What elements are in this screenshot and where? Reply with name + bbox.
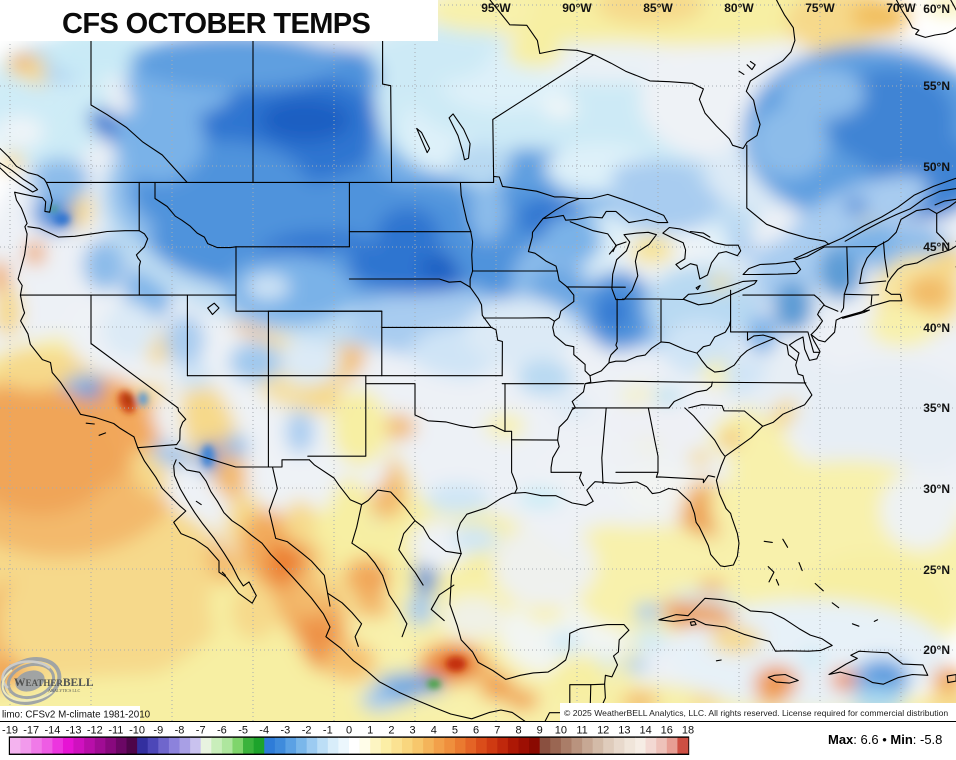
svg-text:55°N: 55°N <box>923 79 950 93</box>
svg-text:-10: -10 <box>129 725 145 737</box>
svg-text:3: 3 <box>410 725 416 737</box>
svg-text:-4: -4 <box>259 725 269 737</box>
svg-text:-11: -11 <box>108 725 123 737</box>
svg-text:WEATHERBELL: WEATHERBELL <box>14 677 94 689</box>
svg-text:-13: -13 <box>66 725 82 737</box>
svg-text:30°N: 30°N <box>923 482 950 496</box>
svg-text:75°W: 75°W <box>805 1 835 15</box>
svg-text:ANALYTICS LLC: ANALYTICS LLC <box>48 688 80 693</box>
svg-text:5: 5 <box>452 725 458 737</box>
svg-text:8: 8 <box>515 725 521 737</box>
svg-text:70°W: 70°W <box>886 1 916 15</box>
svg-text:2: 2 <box>388 725 394 737</box>
svg-text:-14: -14 <box>44 725 60 737</box>
svg-text:-7: -7 <box>196 725 206 737</box>
svg-text:7: 7 <box>494 725 500 737</box>
svg-text:6: 6 <box>473 725 479 737</box>
svg-text:11: 11 <box>576 725 587 737</box>
svg-text:-12: -12 <box>87 725 103 737</box>
svg-text:60°N: 60°N <box>923 2 950 16</box>
svg-text:-2: -2 <box>302 725 312 737</box>
svg-text:-1: -1 <box>323 725 333 737</box>
svg-text:0: 0 <box>346 725 352 737</box>
svg-text:50°N: 50°N <box>923 160 950 174</box>
svg-text:9: 9 <box>537 725 543 737</box>
svg-text:45°N: 45°N <box>923 240 950 254</box>
svg-text:-6: -6 <box>217 725 227 737</box>
svg-text:-8: -8 <box>175 725 185 737</box>
svg-text:-17: -17 <box>23 725 39 737</box>
svg-text:Max: 6.6 • Min: -5.8: Max: 6.6 • Min: -5.8 <box>828 732 942 747</box>
svg-text:-5: -5 <box>238 725 248 737</box>
svg-text:90°W: 90°W <box>562 1 592 15</box>
svg-text:1: 1 <box>367 725 373 737</box>
svg-text:10: 10 <box>555 725 567 737</box>
svg-text:limo: CFSv2 M-climate 1981-201: limo: CFSv2 M-climate 1981-2010 <box>2 710 151 721</box>
svg-text:18: 18 <box>682 725 694 737</box>
svg-text:25°N: 25°N <box>923 563 950 577</box>
svg-text:40°N: 40°N <box>923 321 950 335</box>
svg-text:-3: -3 <box>281 725 291 737</box>
svg-text:35°N: 35°N <box>923 401 950 415</box>
svg-text:-19: -19 <box>2 725 18 737</box>
svg-text:-9: -9 <box>153 725 163 737</box>
svg-text:© 2025 WeatherBELL Analytics,: © 2025 WeatherBELL Analytics, LLC. All r… <box>564 708 948 718</box>
svg-text:4: 4 <box>431 725 437 737</box>
svg-text:14: 14 <box>639 725 651 737</box>
svg-text:13: 13 <box>618 725 630 737</box>
svg-text:12: 12 <box>597 725 609 737</box>
svg-text:95°W: 95°W <box>481 1 511 15</box>
svg-text:20°N: 20°N <box>923 643 950 657</box>
svg-text:CFS OCTOBER TEMPS: CFS OCTOBER TEMPS <box>62 8 371 40</box>
svg-text:16: 16 <box>661 725 673 737</box>
svg-text:80°W: 80°W <box>724 1 754 15</box>
svg-text:85°W: 85°W <box>643 1 673 15</box>
